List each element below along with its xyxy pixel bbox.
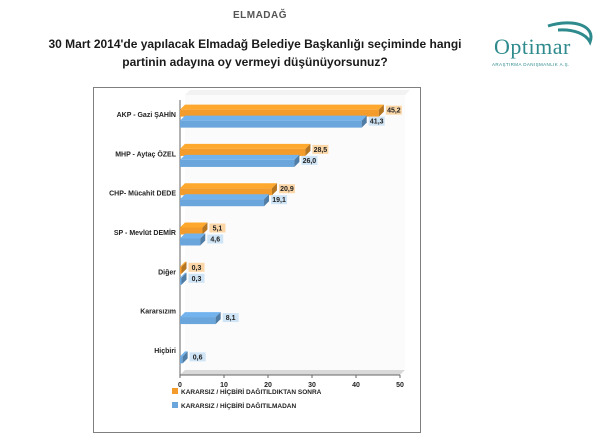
bar-top: [180, 183, 277, 189]
value-label-bg: [207, 234, 224, 244]
plot-floor: [180, 370, 405, 375]
x-tick-label: 10: [220, 382, 228, 389]
bar-side: [202, 222, 208, 235]
bar-side: [215, 312, 221, 325]
value-label: 45,2: [387, 108, 401, 115]
value-label-bg: [222, 313, 239, 323]
category-label: SP - Mevlüt DEMİR: [114, 229, 176, 237]
x-tick-label: 40: [352, 382, 360, 389]
value-label: 20,9: [280, 186, 294, 193]
value-label-bg: [271, 195, 288, 205]
value-label: 8,1: [226, 315, 236, 322]
bar: [180, 356, 183, 364]
value-label-bg: [312, 144, 329, 154]
bar-top: [180, 351, 188, 357]
plot-wall-top: [185, 90, 410, 95]
value-label: 28,5: [314, 147, 328, 154]
bar-top: [180, 115, 367, 121]
legend-swatch: [172, 402, 178, 408]
bar-side: [264, 194, 270, 207]
bar-top: [180, 143, 311, 149]
logo-swoosh-icon: [547, 21, 593, 46]
bar: [180, 188, 272, 196]
value-label-bg: [278, 184, 295, 194]
bar: [180, 266, 182, 274]
bar-side: [181, 272, 187, 285]
x-tick-label: 50: [396, 382, 404, 389]
optimar-logo: Optimar ARAŞTIRMA DANIŞMANLIK A.Ş.: [478, 20, 596, 76]
value-label: 41,3: [370, 119, 384, 126]
bar-top: [180, 222, 208, 228]
bar-top: [180, 261, 187, 267]
bar: [180, 277, 182, 285]
bar-side: [361, 115, 367, 128]
value-label: 0,6: [193, 354, 203, 361]
bar: [180, 317, 216, 325]
bar: [180, 148, 306, 156]
bar: [180, 159, 295, 167]
x-tick-label: 0: [178, 382, 182, 389]
bar-side: [294, 154, 300, 167]
bar-top: [180, 154, 300, 160]
x-tick-label: 20: [264, 382, 272, 389]
bar-side: [182, 351, 188, 364]
bar: [180, 120, 362, 128]
bar-side: [378, 104, 384, 117]
value-label: 4,6: [210, 237, 220, 244]
x-tick-label: 30: [308, 382, 316, 389]
category-label: Hiçbiri: [154, 348, 176, 355]
value-label-bg: [209, 223, 226, 233]
value-label-bg: [301, 155, 318, 165]
legend-swatch: [172, 388, 178, 394]
bar-side: [271, 183, 277, 196]
category-label: CHP- Mücahit DEDE: [109, 191, 176, 198]
legend-label: KARARSIZ / HİÇBİRİ DAĞITILMADAN: [181, 401, 296, 410]
question-line-2: partinin adayına oy vermeyi düşünüyorsun…: [122, 55, 388, 69]
bar-top: [180, 233, 206, 239]
survey-question: 30 Mart 2014'de yapılacak Elmadağ Beledi…: [40, 35, 470, 71]
value-label: 19,1: [272, 197, 286, 204]
bar-side: [181, 261, 187, 274]
value-label-bg: [188, 262, 205, 272]
location-header: ELMADAĞ: [232, 10, 288, 21]
bar-top: [180, 272, 187, 278]
category-label: Diğer: [158, 269, 176, 276]
value-label: 0,3: [192, 265, 202, 272]
value-label: 0,3: [192, 276, 202, 283]
question-line-1: 30 Mart 2014'de yapılacak Elmadağ Beledi…: [48, 37, 462, 51]
legend-label: KARARSIZ / HİÇBİRİ DAĞITILDIKTAN SONRA: [181, 387, 322, 396]
bar-top: [180, 194, 270, 200]
bar: [180, 227, 203, 235]
bar: [180, 199, 265, 207]
value-label: 5,1: [213, 226, 223, 233]
bar-top: [180, 312, 221, 318]
value-label-bg: [368, 116, 385, 126]
bar: [180, 109, 379, 117]
bar: [180, 238, 201, 246]
bar-side: [305, 143, 311, 156]
logo-wordmark: Optimar: [494, 34, 571, 59]
bar-side: [200, 233, 206, 246]
category-label: Kararsızım: [140, 309, 176, 316]
value-label: 26,0: [303, 158, 317, 165]
category-label: MHP - Aytaç ÖZEL: [115, 149, 177, 158]
value-label-bg: [385, 105, 402, 115]
bar-top: [180, 104, 384, 110]
category-label: AKP - Gazi ŞAHİN: [117, 111, 176, 119]
logo-subtitle: ARAŞTIRMA DANIŞMANLIK A.Ş.: [492, 62, 570, 67]
value-label-bg: [189, 352, 206, 362]
value-label-bg: [188, 273, 205, 283]
